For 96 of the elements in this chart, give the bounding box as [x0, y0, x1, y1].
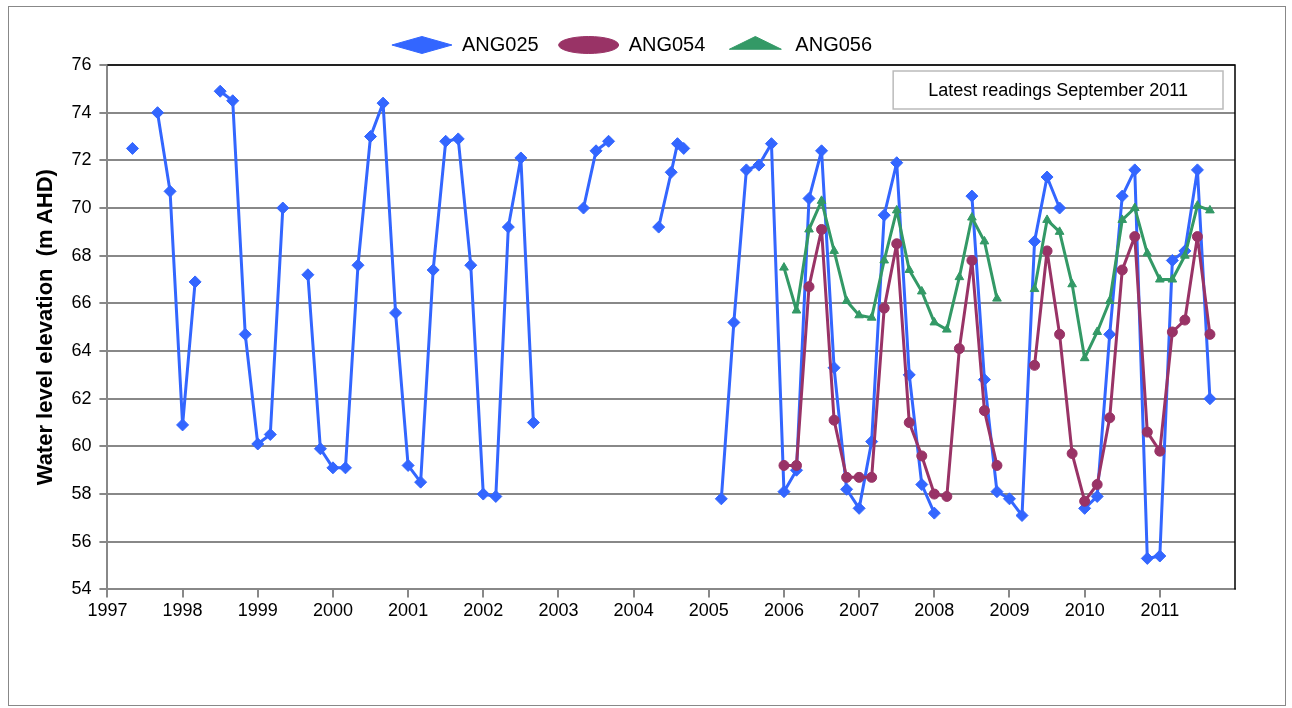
point [1129, 202, 1140, 212]
point [853, 471, 865, 483]
point [967, 212, 977, 221]
point [1104, 412, 1116, 424]
x-tick-label: 1999 [237, 600, 278, 621]
y-tick-label: 68 [71, 244, 92, 265]
point [841, 471, 853, 483]
x-tick-label: 2002 [463, 600, 504, 621]
y-axis-title: Water level elevation (m AHD) [32, 169, 58, 486]
x-tick-label: 1997 [87, 600, 128, 621]
point [1054, 328, 1066, 340]
point [904, 264, 915, 273]
point [966, 254, 978, 266]
point [866, 312, 877, 321]
legend-label: ANG025 [461, 32, 539, 55]
point [1054, 226, 1065, 235]
point [1129, 231, 1141, 243]
point [1141, 426, 1153, 438]
point [1042, 214, 1052, 223]
point [929, 316, 940, 326]
x-tick-label: 1998 [162, 600, 203, 621]
point [1155, 274, 1165, 283]
point [828, 414, 840, 426]
point [779, 262, 789, 271]
point [903, 417, 915, 429]
y-tick-label: 66 [71, 292, 92, 313]
point [1166, 326, 1178, 338]
point [1066, 448, 1078, 460]
point [978, 405, 990, 417]
point [778, 459, 790, 471]
point [942, 324, 952, 333]
point [916, 285, 927, 295]
y-tick-label: 64 [71, 340, 92, 361]
x-tick-label: 2008 [914, 600, 955, 621]
point [1116, 264, 1128, 276]
point [803, 281, 815, 293]
legend-label: ANG054 [628, 32, 706, 55]
point [854, 309, 864, 319]
point [841, 295, 852, 304]
y-tick-label: 54 [71, 578, 92, 599]
point [891, 204, 902, 214]
x-tick-label: 2000 [312, 600, 353, 621]
x-tick-label: 2003 [538, 600, 579, 621]
point [979, 235, 990, 245]
point [991, 459, 1003, 471]
point [879, 254, 890, 264]
point [1179, 314, 1191, 326]
point [804, 223, 814, 233]
point [1029, 359, 1041, 371]
point [954, 271, 965, 281]
point [816, 223, 828, 235]
point [1092, 326, 1103, 335]
point [1192, 200, 1203, 209]
point [1142, 247, 1153, 257]
x-tick-label: 2007 [839, 600, 880, 621]
point [1067, 278, 1077, 288]
x-tick-label: 2011 [1140, 600, 1180, 621]
y-tick-label: 72 [71, 149, 92, 170]
y-tick-label: 56 [71, 530, 92, 551]
point [1117, 214, 1128, 223]
point [1167, 274, 1178, 283]
y-tick-label: 62 [71, 387, 92, 408]
x-tick-label: 2005 [688, 600, 729, 621]
point [791, 459, 802, 471]
y-tick-label: 60 [71, 435, 92, 456]
y-tick-label: 76 [71, 53, 92, 74]
point [1091, 479, 1103, 491]
point [1041, 245, 1053, 257]
point [916, 450, 928, 462]
point [1204, 328, 1216, 340]
point [816, 195, 827, 204]
x-tick-label: 2001 [388, 600, 429, 621]
x-tick-label: 2009 [989, 600, 1030, 621]
point [1029, 283, 1040, 293]
y-tick-label: 74 [71, 101, 92, 122]
point [1104, 295, 1115, 304]
point [891, 238, 903, 250]
point [1191, 231, 1203, 243]
point [1154, 445, 1166, 457]
point [1079, 495, 1091, 507]
point [953, 343, 965, 355]
point [941, 490, 953, 502]
point [1205, 204, 1215, 214]
y-tick-label: 58 [71, 483, 92, 504]
annotation: Latest readings September 2011 [928, 79, 1188, 100]
y-tick-label: 70 [71, 196, 92, 217]
x-tick-label: 2004 [613, 600, 654, 621]
point [992, 293, 1002, 302]
x-tick-label: 2010 [1064, 600, 1105, 621]
point [866, 471, 878, 483]
legend-label: ANG056 [795, 32, 873, 55]
point [829, 245, 839, 254]
x-tick-label: 2006 [763, 600, 804, 621]
point [878, 302, 890, 314]
point [928, 488, 940, 500]
point [1180, 250, 1190, 259]
